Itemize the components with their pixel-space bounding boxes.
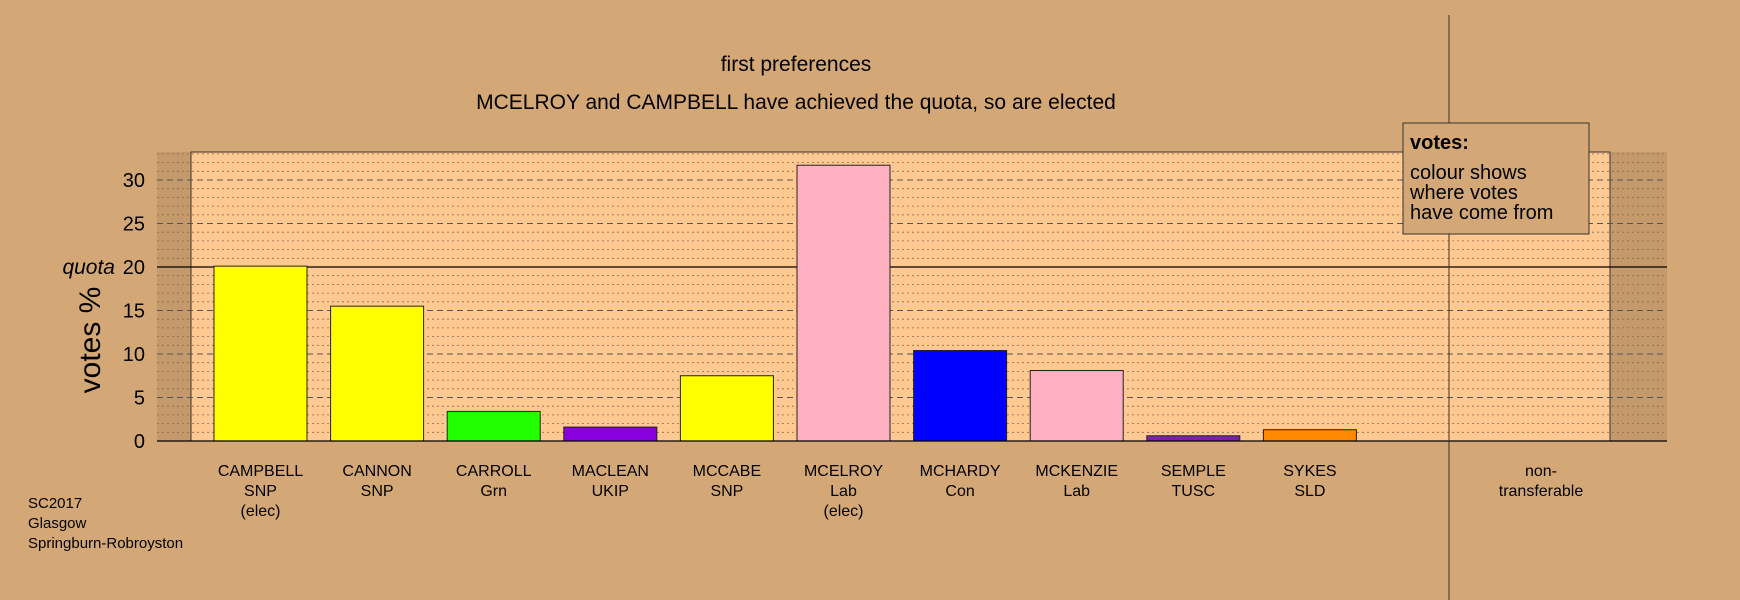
y-tick-label: 30 [123, 170, 145, 192]
chart-title: first preferences [721, 53, 872, 76]
legend: votes: colour shows where votes have com… [1402, 122, 1590, 235]
x-tick-label: UKIP [592, 483, 629, 500]
x-tick-label: TUSC [1172, 483, 1216, 500]
x-tick-label: SYKES [1283, 463, 1336, 480]
side-band-left [157, 152, 191, 441]
x-tick-label: (elec) [240, 503, 280, 520]
x-tick-label: Grn [480, 483, 507, 500]
x-tick-label: Lab [830, 483, 857, 500]
x-tick-label: SNP [361, 483, 394, 500]
y-tick-label: 20 [123, 257, 145, 279]
y-tick-label: 0 [134, 431, 145, 453]
x-tick-label: MCKENZIE [1035, 463, 1118, 480]
y-tick-label: 10 [123, 344, 145, 366]
bar [213, 265, 308, 442]
bars [213, 164, 1357, 442]
side-band-right [1610, 152, 1667, 441]
x-tick-label: CARROLL [456, 463, 532, 480]
x-tick-label: SNP [244, 483, 277, 500]
footer-line-1: SC2017 [28, 495, 82, 512]
y-tick-label: 5 [134, 388, 145, 410]
x-tick-label: MCHARDY [920, 463, 1001, 480]
x-tick-label: MACLEAN [572, 463, 649, 480]
x-tick-label: Lab [1063, 483, 1090, 500]
bar [1262, 429, 1357, 442]
bar [679, 375, 774, 442]
nontransferable-label-line-1: non- [1525, 463, 1557, 480]
chart-subtitle: MCELROY and CAMPBELL have achieved the q… [476, 91, 1116, 114]
bar [446, 410, 541, 442]
x-tick-label: SNP [710, 483, 743, 500]
plot-area [190, 151, 1611, 442]
legend-box [1402, 122, 1590, 235]
nontransferable-label-line-2: transferable [1499, 483, 1584, 500]
x-tick-label: CAMPBELL [218, 463, 303, 480]
footer-line-2: Glasgow [28, 515, 87, 532]
x-tick-label: (elec) [823, 503, 863, 520]
legend-line-3: have come from [1410, 202, 1553, 224]
bar [796, 164, 891, 442]
x-tick-label: SEMPLE [1161, 463, 1226, 480]
bar [330, 305, 425, 442]
x-tick-label: CANNON [342, 463, 411, 480]
x-tick-label: Con [945, 483, 974, 500]
y-tick-label: 15 [123, 301, 145, 323]
footer-line-3: Springburn-Robroyston [28, 535, 183, 552]
bar [1146, 435, 1241, 442]
y-axis-label: votes % [74, 287, 107, 394]
legend-line-1: colour shows [1410, 162, 1527, 184]
y-tick-label: 25 [123, 214, 145, 236]
quota-label: quota [62, 256, 115, 279]
x-axis-labels: CAMPBELL SNP (elec) CANNON SNP CARROLL Grn MACL… [218, 463, 1337, 520]
x-tick-label: MCELROY [804, 463, 883, 480]
x-tick-label: SLD [1294, 483, 1325, 500]
bar [1029, 370, 1124, 442]
legend-title: votes: [1410, 132, 1469, 154]
legend-line-2: where votes [1409, 182, 1518, 204]
bar [563, 426, 658, 442]
x-tick-label: MCCABE [693, 463, 761, 480]
y-axis: 0 5 10 15 20 25 30 quota [62, 170, 145, 453]
bar [913, 350, 1008, 442]
